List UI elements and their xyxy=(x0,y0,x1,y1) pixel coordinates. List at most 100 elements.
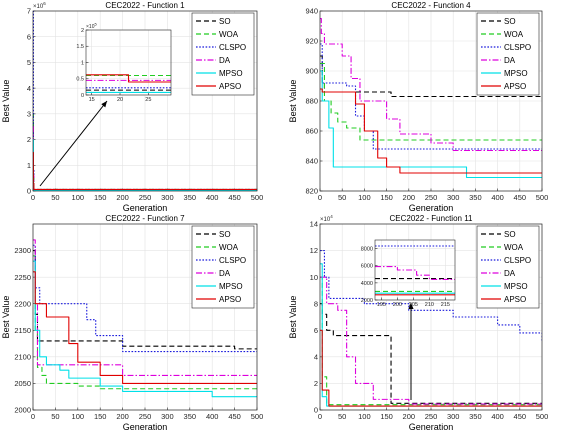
panel-4-ytick-label: 12 xyxy=(310,246,318,255)
panel-2-line-da xyxy=(320,17,542,152)
panel-4-xtick-label: 200 xyxy=(403,412,416,421)
panel-2-title: CEC2022 - Function 4 xyxy=(391,1,471,10)
panel-2-legend-label-clspo: CLSPO xyxy=(504,43,531,52)
panel-2-legend-box xyxy=(476,12,540,96)
panel-1-xtick-label: 500 xyxy=(251,193,264,202)
panel-1-inset-exponent-power: 5 xyxy=(94,22,97,27)
panel-3-legend-label-apso: APSO xyxy=(219,295,241,304)
panel-4-frame xyxy=(319,223,543,411)
panel-2-ytick-label: 860 xyxy=(305,127,318,136)
panel-4-legend-label-woa: WOA xyxy=(504,243,524,252)
panel-1-legend-label-so: SO xyxy=(219,17,231,26)
panel-1-series-group xyxy=(33,11,257,191)
panel-2-xtick-label: 300 xyxy=(447,193,460,202)
panel-4-xtick-label: 400 xyxy=(491,412,504,421)
panel-1-xtick-label: 300 xyxy=(161,193,174,202)
panel-3-xtick-label: 300 xyxy=(161,412,174,421)
panel-1-xtick-label: 200 xyxy=(116,193,129,202)
panel-4-legend: SO WOA CLSPO DA MPSO APSO xyxy=(476,225,540,309)
panel-4-ytick-label: 14 xyxy=(310,220,318,229)
panel-4-xtick-label: 250 xyxy=(425,412,438,421)
panel-1-inset-ytick-label: 0 xyxy=(81,93,84,99)
panel-4-inset-ytick-label: 8000 xyxy=(361,246,373,252)
panel-3-xtick-label: 50 xyxy=(51,412,59,421)
panel-1-inset-series-group xyxy=(86,74,171,93)
panel-3-xtick-label: 0 xyxy=(31,412,35,421)
panel-2-ytick-label: 920 xyxy=(305,37,318,46)
panel-2-frame xyxy=(319,10,543,192)
panel-4-line-da xyxy=(320,276,542,405)
panel-1-exponent: ×106 xyxy=(33,1,46,10)
panel-4-legend-label-da: DA xyxy=(504,269,516,278)
panel-1-ytick-label: 1 xyxy=(27,161,31,170)
panel-4-exponent-power: 4 xyxy=(330,214,333,219)
panel-1-inset-ytick-label: 1 xyxy=(81,60,84,66)
panel-4-legend-label-so: SO xyxy=(504,230,516,239)
panel-1-title: CEC2022 - Function 1 xyxy=(105,1,185,10)
panel-1-ytick-label: 7 xyxy=(27,7,31,16)
panel-1: 0 50 100 150 200 250 300 350 400 450 50001234567CE… xyxy=(1,1,263,213)
panel-4-xtick-label: 0 xyxy=(318,412,322,421)
panel-2-legend-label-woa: WOA xyxy=(504,30,524,39)
panel-4-line-clspo xyxy=(320,250,542,341)
panel-1-legend: SO WOA CLSPO DA MPSO APSO xyxy=(191,12,255,96)
panel-3-xtick-label: 200 xyxy=(116,412,129,421)
panel-3-legend-label-clspo: CLSPO xyxy=(219,256,246,265)
panel-3-legend-label-woa: WOA xyxy=(219,243,239,252)
panel-1-xlabel: Generation xyxy=(123,203,168,213)
panel-1-legend-label-woa: WOA xyxy=(219,30,239,39)
panel-1-ytick-label: 4 xyxy=(27,84,31,93)
panel-4-legend-box xyxy=(476,225,540,309)
panel-1-inset-exponent: ×105 xyxy=(86,22,97,31)
panel-2-xtick-label: 100 xyxy=(358,193,371,202)
panel-1-line-apso xyxy=(33,151,257,191)
panel-1-legend-box xyxy=(191,12,255,96)
panel-1-xtick-label: 0 xyxy=(31,193,35,202)
panel-1-xtick-label: 150 xyxy=(94,193,107,202)
panel-4-xlabel: Generation xyxy=(409,422,454,432)
panel-4-xtick-label: 500 xyxy=(536,412,549,421)
panel-2-xtick-label: 350 xyxy=(469,193,482,202)
panel-2-legend-label-mpso: MPSO xyxy=(504,69,528,78)
panel-2-legend-label-so: SO xyxy=(504,17,516,26)
panel-4-inset-ytick-label: 4000 xyxy=(361,281,373,287)
panel-3-ytick-label: 2000 xyxy=(14,406,31,415)
panel-2-series-group xyxy=(320,17,542,179)
panel-1-inset-exponent-base: ×10 xyxy=(86,24,95,30)
panel-4-ytick-label: 6 xyxy=(314,326,318,335)
panel-3-ylabel: Best Value xyxy=(1,296,11,339)
panel-1-ytick-label: 6 xyxy=(27,32,31,41)
panel-2-xtick-label: 0 xyxy=(318,193,322,202)
panel-4-legend-label-mpso: MPSO xyxy=(504,282,528,291)
panel-2-xtick-label: 200 xyxy=(403,193,416,202)
panel-1-ytick-label: 3 xyxy=(27,109,31,118)
panel-1-xtick-label: 400 xyxy=(206,193,219,202)
panel-3-ytick-label: 2150 xyxy=(14,326,31,335)
panel-4-series-group xyxy=(320,250,542,407)
panel-1-zoom-arrowhead xyxy=(101,101,107,108)
panel-1-legend-label-clspo: CLSPO xyxy=(219,43,246,52)
panel-3-line-clspo xyxy=(33,244,257,353)
panel-1-inset-xtick-label: 20 xyxy=(117,97,123,103)
panel-4-inset-xtick-label: 195 xyxy=(377,302,386,308)
panel-4-inset: 195 200 205 210 215 2000 4000 6000 8000 xyxy=(361,239,456,308)
panel-3-line-mpso xyxy=(33,260,257,398)
panel-1-xtick-label: 250 xyxy=(139,193,152,202)
panel-1-inset-ytick-label: 1.5 xyxy=(76,44,84,50)
panel-1-exponent-power: 6 xyxy=(43,1,46,6)
panel-4: 0 50 100 150 200 250 300 350 400 450 500 0 2 4 6 8 10 12 1… xyxy=(288,214,548,432)
panel-3: 0 50 100 150 200 250 300 350 400 450 500 2000 2050 21… xyxy=(1,214,263,432)
panel-3-ytick-label: 2250 xyxy=(14,273,31,282)
panel-4-xtick-label: 150 xyxy=(380,412,393,421)
panel-4-ytick-label: 8 xyxy=(314,299,318,308)
panel-1-ytick-label: 2 xyxy=(27,135,31,144)
panel-3-ytick-label: 2200 xyxy=(14,299,31,308)
panel-2-line-woa xyxy=(320,62,542,141)
panel-2-xtick-label: 500 xyxy=(536,193,549,202)
panel-4-xtick-label: 50 xyxy=(338,412,346,421)
panel-2-ytick-label: 940 xyxy=(305,7,318,16)
panel-1-ytick-label: 5 xyxy=(27,58,31,67)
panel-3-legend-label-da: DA xyxy=(219,269,231,278)
panel-4-legend-label-apso: APSO xyxy=(504,295,526,304)
panel-4-inset-line-da xyxy=(375,266,455,280)
